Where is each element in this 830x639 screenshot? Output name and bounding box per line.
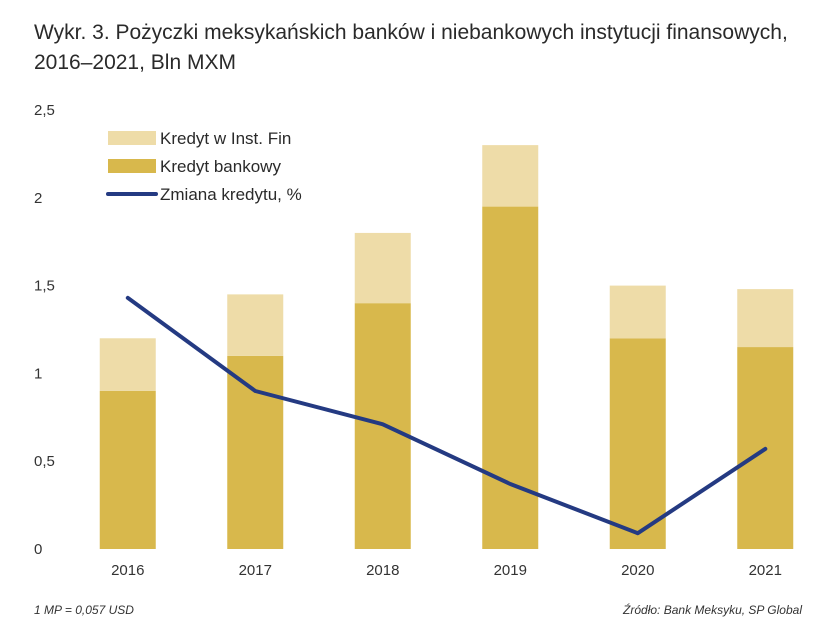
credit-change-line [125,295,768,536]
legend-label: Kredyt w Inst. Fin [160,129,291,148]
y-tick-label: 0,5 [34,453,55,470]
y-tick-label: 1 [34,365,42,382]
bar-nonbank-credit [227,294,284,356]
bar-nonbank-credit [737,289,794,348]
footnote-currency: 1 MP = 0,057 USD [34,603,134,617]
x-tick-label: 2020 [621,562,654,579]
line-series [125,295,768,536]
footnote-source: Źródło: Bank Meksyku, SP Global [623,603,802,617]
legend-label: Kredyt bankowy [160,157,281,176]
bar-bank-credit [227,355,284,549]
y-tick-label: 0 [34,541,42,558]
y-axis: 0 0,5 1 1,5 2 2,5 [34,102,55,558]
bar-nonbank-credit [482,145,539,207]
y-tick-label: 2 [34,190,42,207]
legend-label: Zmiana kredytu, % [160,185,302,204]
y-tick-label: 2,5 [34,102,55,119]
bar-bank-credit [99,390,156,549]
bar-bank-credit [482,206,539,549]
legend-swatch [108,159,156,173]
x-tick-label: 2017 [239,562,272,579]
chart-title: Wykr. 3. Pożyczki meksykańskich banków i… [34,21,788,74]
legend-swatch [108,131,156,145]
bars [99,145,794,549]
x-tick-label: 2018 [366,562,399,579]
x-tick-label: 2019 [494,562,527,579]
x-axis: 2016 2017 2018 2019 2020 2021 [111,562,782,579]
x-tick-label: 2021 [749,562,782,579]
bar-nonbank-credit [609,285,666,339]
y-tick-label: 1,5 [34,278,55,295]
x-tick-label: 2016 [111,562,144,579]
legend: Kredyt w Inst. Fin Kredyt bankowy Zmiana k… [106,129,302,204]
bar-nonbank-credit [99,338,156,391]
bar-bank-credit [609,338,666,549]
bar-nonbank-credit [354,232,411,304]
